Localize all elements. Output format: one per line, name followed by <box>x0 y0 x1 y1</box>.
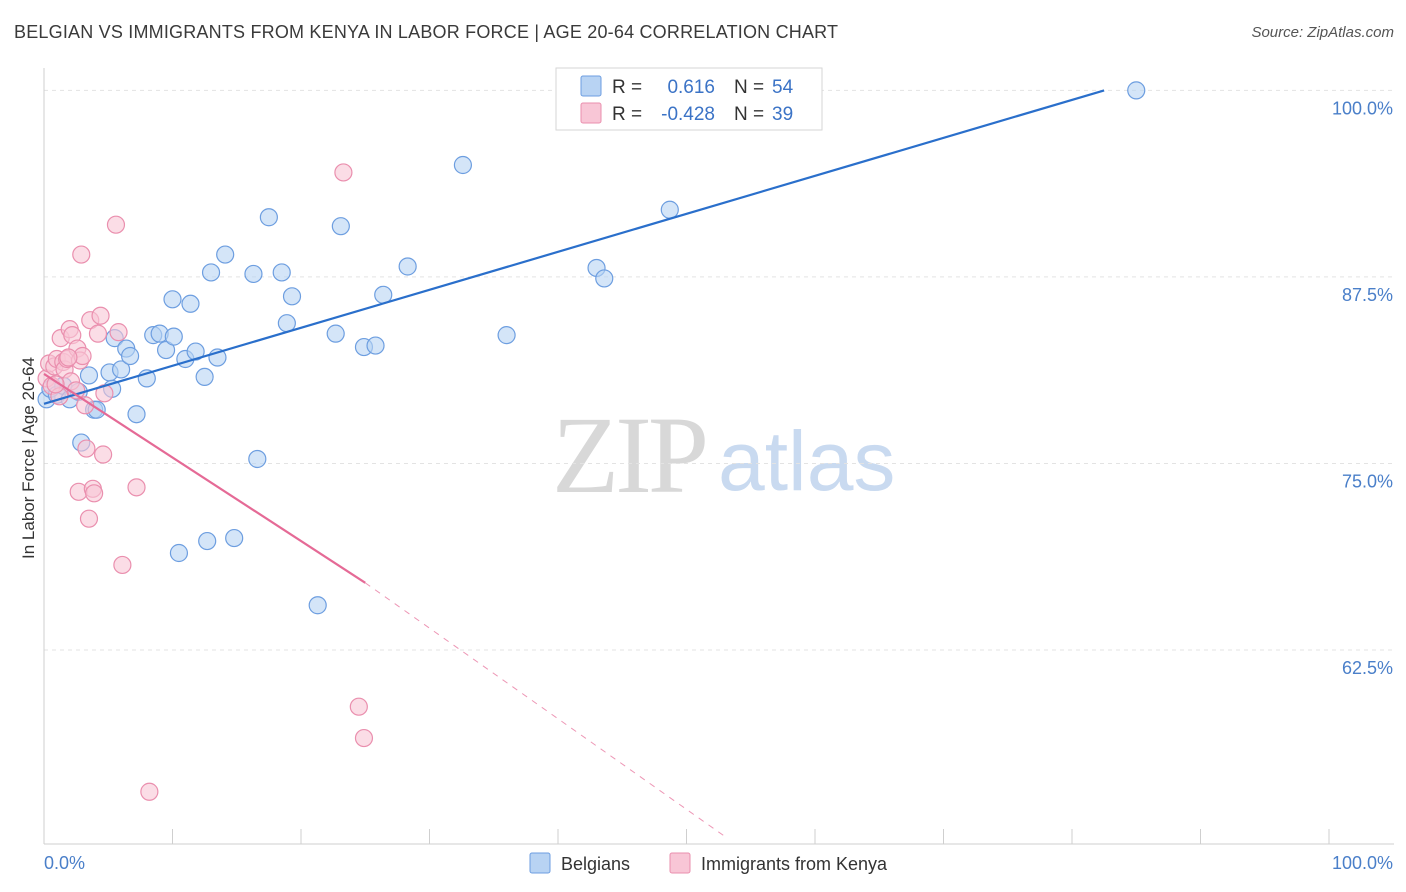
trend-line-belgians <box>43 89 1105 405</box>
point-belgian <box>201 263 221 282</box>
series-belgians <box>37 81 1146 615</box>
y-tick-label: 62.5% <box>1342 658 1393 678</box>
point-belgian <box>366 336 385 355</box>
y-tick-label: 87.5% <box>1342 285 1393 305</box>
series-legend-label-kenya: Immigrants from Kenya <box>701 854 888 874</box>
chart-title: BELGIAN VS IMMIGRANTS FROM KENYA IN LABO… <box>14 22 839 42</box>
point-belgian <box>156 340 176 360</box>
trend-lines <box>43 89 1105 837</box>
source-credit: Source: ZipAtlas.com <box>1251 24 1394 41</box>
x-axis-ticks <box>43 829 1330 844</box>
point-belgian <box>164 327 183 346</box>
watermark-atlas: atlas <box>718 414 895 508</box>
gridlines <box>44 89 1394 651</box>
point-belgian <box>331 217 350 236</box>
point-kenya <box>88 324 108 343</box>
point-kenya <box>127 478 146 497</box>
point-belgian <box>595 269 614 288</box>
trend-line-kenya <box>43 373 366 584</box>
legend-r-value: 0.616 <box>667 77 715 98</box>
x-tick-label-min: 0.0% <box>44 853 85 873</box>
point-kenya <box>140 782 159 801</box>
series-legend-label-belgians: Belgians <box>561 854 630 874</box>
correlation-legend: R = 0.616 N = 54 R = -0.428 N = 39 <box>555 67 823 131</box>
point-belgian <box>163 290 182 309</box>
series-legend-swatch-kenya <box>669 852 691 874</box>
point-belgian <box>195 367 214 387</box>
point-kenya <box>77 439 96 458</box>
point-belgian <box>1127 81 1146 100</box>
point-belgian <box>111 360 131 379</box>
series-legend-swatch-belgians <box>529 852 551 874</box>
point-kenya <box>349 697 368 716</box>
point-belgian <box>497 326 516 345</box>
legend-n-value: 54 <box>772 77 794 98</box>
point-belgian <box>453 155 473 175</box>
point-belgian <box>198 531 217 551</box>
x-tick-label-max: 100.0% <box>1332 853 1393 873</box>
y-tick-label: 100.0% <box>1332 98 1393 118</box>
point-belgian <box>398 257 417 276</box>
point-belgian <box>308 596 327 615</box>
point-kenya <box>106 215 126 234</box>
watermark-zip: ZIP <box>552 394 705 516</box>
series-kenya <box>37 163 374 801</box>
y-axis-label: In Labor Force | Age 20-64 <box>19 357 38 559</box>
legend-r-label: R = <box>612 77 642 98</box>
legend-n-label: N = <box>734 104 764 125</box>
point-kenya <box>85 484 104 503</box>
point-belgian <box>282 287 302 306</box>
legend-n-label: N = <box>734 77 764 98</box>
point-belgian <box>225 528 244 548</box>
point-kenya <box>354 728 374 748</box>
point-kenya <box>109 323 128 342</box>
watermark: ZIP atlas <box>552 394 895 516</box>
point-belgian <box>259 208 278 227</box>
y-axis-tick-labels: 62.5% 75.0% 87.5% 100.0% <box>1332 98 1393 678</box>
point-kenya <box>91 306 110 325</box>
point-belgian <box>181 294 200 313</box>
point-kenya <box>72 245 91 264</box>
point-kenya <box>46 375 65 394</box>
point-belgian <box>248 449 267 469</box>
point-kenya <box>334 163 353 182</box>
point-belgian <box>244 264 263 284</box>
point-belgian <box>216 245 235 264</box>
legend-r-label: R = <box>612 104 642 125</box>
point-kenya <box>79 509 99 528</box>
point-belgian <box>272 263 291 282</box>
x-axis-tick-labels: 0.0% 100.0% <box>44 853 1393 873</box>
point-belgian <box>660 200 679 219</box>
point-belgian <box>127 405 146 424</box>
point-kenya <box>59 348 78 367</box>
axes <box>43 68 1394 845</box>
series-legend: Belgians Immigrants from Kenya <box>529 852 888 874</box>
point-belgian <box>169 543 189 563</box>
y-tick-label: 75.0% <box>1342 471 1393 491</box>
legend-r-value: -0.428 <box>661 104 715 125</box>
trend-line-kenya-extension <box>364 582 726 837</box>
legend-n-value: 39 <box>772 104 793 125</box>
point-belgian <box>326 324 345 343</box>
point-belgian <box>120 346 140 366</box>
legend-swatch-kenya <box>580 102 602 124</box>
point-belgian <box>79 366 99 385</box>
point-kenya <box>94 445 113 464</box>
point-kenya <box>113 555 132 575</box>
legend-swatch-belgians <box>580 75 602 97</box>
